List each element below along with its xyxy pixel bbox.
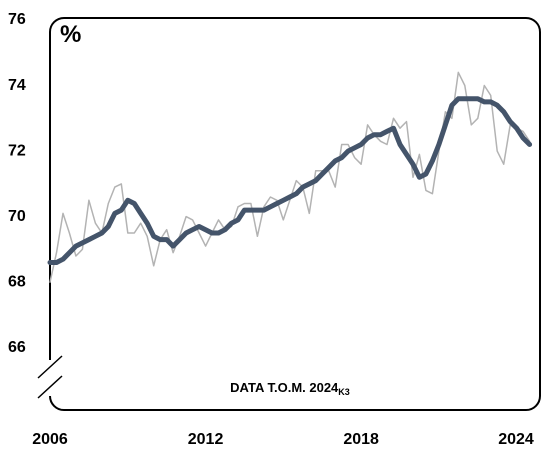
x-tick-label: 2006 xyxy=(32,431,68,448)
x-tick-label: 2012 xyxy=(188,431,224,448)
plot-frame xyxy=(49,17,541,411)
y-tick-label: 68 xyxy=(8,273,26,290)
axis-break xyxy=(37,355,63,379)
annotation-subscript: K3 xyxy=(338,387,350,397)
x-tick-label: 2018 xyxy=(343,431,379,448)
annotation-text: DATA T.O.M. 2024 xyxy=(230,380,339,395)
series-line xyxy=(47,96,533,265)
axis-break xyxy=(37,375,63,399)
series-line xyxy=(49,71,531,283)
annotation: DATA T.O.M. 2024K3 xyxy=(230,380,350,397)
axis-break-gap xyxy=(40,360,60,396)
y-tick-label: 70 xyxy=(8,208,26,225)
unit-label: % xyxy=(60,21,81,48)
x-tick-label: 2024 xyxy=(498,431,534,448)
y-tick-label: 76 xyxy=(8,11,26,28)
y-tick-label: 72 xyxy=(8,142,26,159)
y-tick-label: 66 xyxy=(8,339,26,356)
y-tick-label: 74 xyxy=(8,77,26,94)
